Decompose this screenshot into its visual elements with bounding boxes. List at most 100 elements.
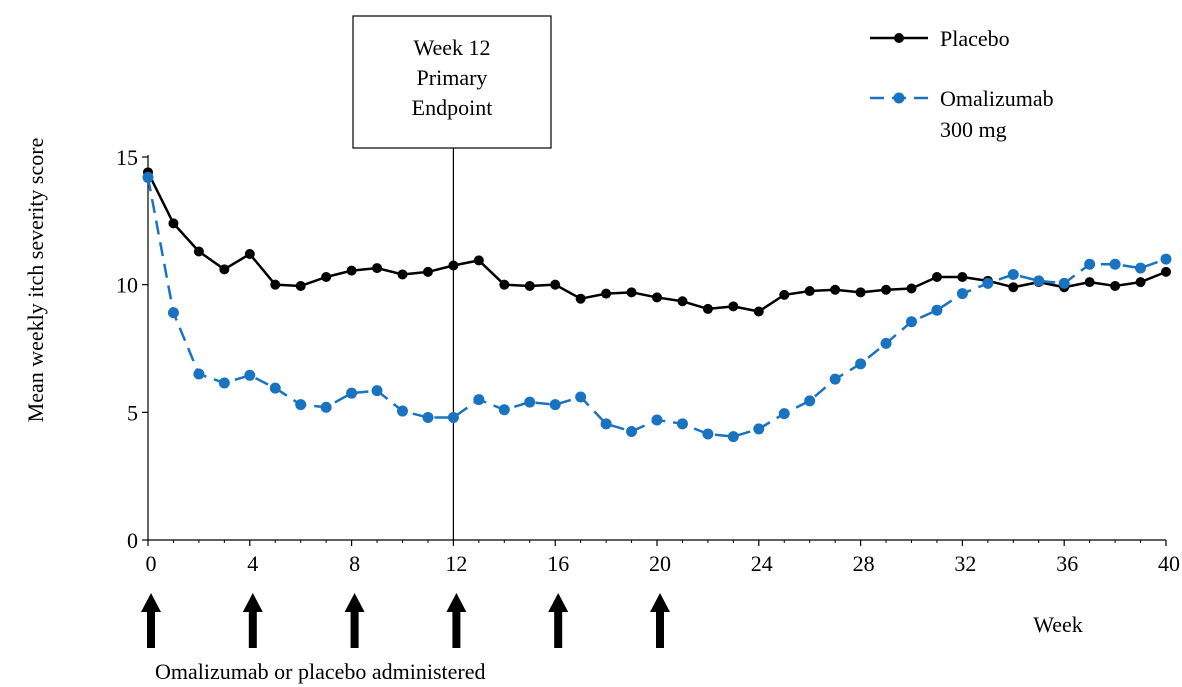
data-point-omalizumab [855, 358, 867, 370]
x-tick-label: 0 [146, 551, 157, 576]
dosing-arrows [141, 593, 670, 648]
annotation-line-3: Endpoint [412, 95, 493, 120]
data-point-placebo [652, 292, 662, 303]
data-point-omalizumab [575, 391, 587, 403]
data-point-placebo [346, 265, 357, 276]
data-point-placebo [372, 263, 383, 274]
data-point-omalizumab [626, 425, 638, 437]
data-point-omalizumab [1135, 262, 1147, 274]
data-point-placebo [397, 269, 408, 280]
legend: Placebo Omalizumab 300 mg [870, 26, 1054, 142]
dose-arrow [446, 593, 467, 648]
y-axis-label: Mean weekly itch severity score [23, 138, 48, 423]
data-point-placebo [906, 283, 917, 294]
data-point-omalizumab [447, 411, 459, 423]
data-point-omalizumab [931, 304, 943, 316]
data-point-placebo [601, 288, 612, 299]
x-tick-label: 40 [1158, 551, 1180, 576]
data-point-placebo [779, 289, 790, 300]
series-layer [142, 167, 1172, 443]
primary-endpoint-box [352, 15, 552, 149]
dose-arrow [242, 593, 263, 648]
data-point-placebo [855, 287, 866, 298]
data-point-placebo [448, 260, 459, 271]
data-point-placebo [422, 266, 433, 277]
data-point-placebo [168, 218, 179, 229]
data-point-placebo [550, 279, 561, 290]
data-point-placebo [1084, 277, 1095, 288]
data-point-placebo [728, 301, 739, 312]
data-point-omalizumab [473, 394, 485, 406]
dose-arrow [548, 593, 569, 648]
y-tick-label: 15 [116, 145, 138, 170]
x-tick-label: 24 [751, 551, 773, 576]
dose-arrow [141, 593, 161, 648]
y-tick-label: 5 [127, 400, 138, 425]
data-point-omalizumab [1084, 258, 1096, 270]
data-point-omalizumab [1058, 277, 1070, 289]
dose-arrow [650, 593, 670, 648]
x-ticks: 0 4 8 12 16 20 24 28 32 36 40 [146, 540, 1180, 576]
data-point-placebo [295, 280, 306, 291]
data-point-omalizumab [906, 316, 917, 328]
data-point-omalizumab [1007, 268, 1019, 280]
x-tick-label: 8 [349, 551, 360, 576]
x-tick-label: 20 [649, 551, 671, 576]
y-ticks: 0 5 10 15 [116, 145, 148, 553]
x-tick-label: 4 [247, 551, 258, 576]
legend-label-placebo: Placebo [940, 26, 1010, 51]
data-point-omalizumab [371, 385, 383, 397]
data-point-omalizumab [167, 307, 179, 319]
data-point-omalizumab [753, 423, 765, 435]
data-point-omalizumab [295, 399, 307, 411]
data-point-omalizumab [193, 368, 205, 380]
data-point-placebo [1008, 282, 1019, 293]
data-point-placebo [1161, 266, 1171, 277]
data-point-omalizumab [142, 171, 154, 183]
data-point-placebo [1135, 277, 1146, 288]
data-point-omalizumab [880, 337, 892, 349]
data-point-omalizumab [702, 428, 714, 440]
data-point-placebo [830, 284, 841, 295]
data-point-omalizumab [600, 418, 612, 430]
data-point-omalizumab [320, 401, 332, 413]
series-line-omalizumab [146, 177, 1167, 438]
data-point-omalizumab [676, 418, 688, 430]
data-point-omalizumab [244, 369, 256, 381]
data-point-omalizumab [651, 414, 663, 426]
data-point-placebo [957, 272, 968, 283]
data-point-placebo [1110, 280, 1121, 291]
x-tick-label: 12 [445, 551, 467, 576]
legend-item-omalizumab: Omalizumab 300 mg [870, 86, 1054, 142]
data-point-placebo [677, 296, 688, 307]
primary-endpoint-annotation: Week 12 Primary Endpoint [352, 15, 552, 540]
data-point-placebo [499, 279, 510, 290]
x-tick-label: 28 [853, 551, 875, 576]
data-point-omalizumab [498, 404, 510, 416]
plot-axes [147, 155, 1166, 541]
data-point-omalizumab [956, 288, 968, 300]
x-tick-label: 36 [1056, 551, 1078, 576]
legend-label-omalizumab-line-1: Omalizumab [940, 86, 1054, 111]
data-point-omalizumab [1033, 275, 1045, 287]
legend-marker-omalizumab [893, 92, 905, 104]
data-point-placebo [575, 293, 586, 304]
x-axis-label: Week [1033, 612, 1083, 637]
data-point-omalizumab [778, 408, 790, 420]
data-point-omalizumab [727, 431, 739, 443]
data-point-omalizumab [982, 277, 994, 289]
annotation-line-2: Primary [417, 65, 488, 90]
data-point-placebo [804, 286, 815, 297]
x-tick-label: 16 [547, 551, 569, 576]
data-point-omalizumab [829, 373, 841, 385]
data-point-placebo [931, 272, 942, 283]
data-point-omalizumab [549, 399, 561, 411]
dosing-label: Omalizumab or placebo administered [155, 659, 486, 684]
data-point-omalizumab [269, 382, 281, 394]
legend-label-omalizumab-line-2: 300 mg [940, 117, 1007, 142]
data-point-omalizumab [346, 387, 358, 399]
data-point-placebo [219, 264, 230, 275]
data-point-omalizumab [422, 411, 434, 423]
data-point-placebo [626, 287, 637, 298]
